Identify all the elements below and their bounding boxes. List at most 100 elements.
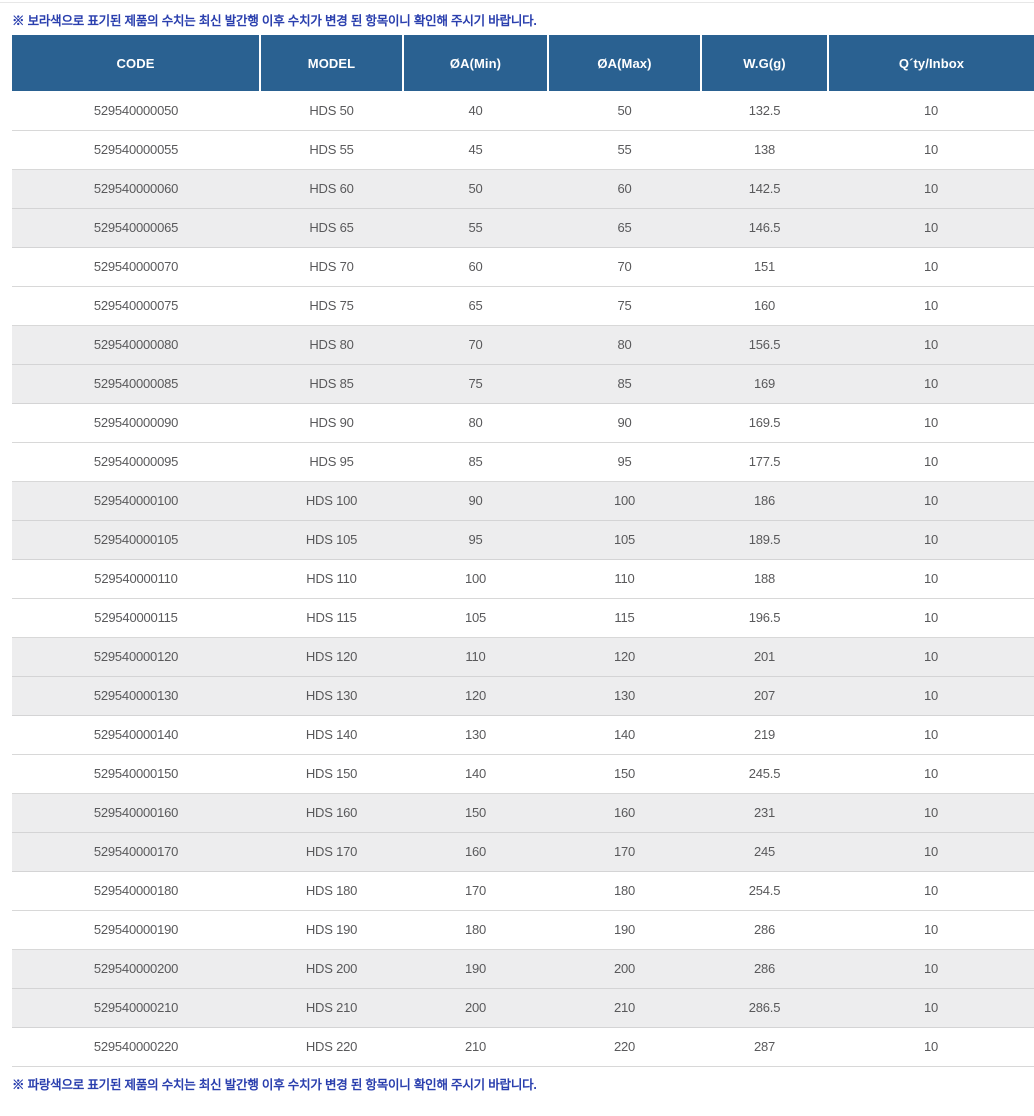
cell-qty-inbox: 10 [828,1027,1034,1067]
table-row: 529540000170 HDS 170 160 170 245 10 [12,832,1034,872]
cell-wg: 186 [701,481,828,521]
cell-oa-min: 90 [403,481,548,521]
table-row: 529540000055 HDS 55 45 55 138 10 [12,130,1034,170]
cell-oa-max: 50 [548,91,701,131]
column-header-qty-inbox: Q´ty/Inbox [827,35,1034,91]
table-row: 529540000220 HDS 220 210 220 287 10 [12,1027,1034,1067]
cell-qty-inbox: 10 [828,169,1034,209]
table-row: 529540000100 HDS 100 90 100 186 10 [12,481,1034,521]
cell-model: HDS 60 [260,169,403,209]
cell-oa-min: 40 [403,91,548,131]
cell-wg: 219 [701,715,828,755]
cell-model: HDS 120 [260,637,403,677]
cell-qty-inbox: 10 [828,442,1034,482]
cell-oa-min: 70 [403,325,548,365]
cell-code: 529540000070 [12,247,260,287]
cell-oa-min: 85 [403,442,548,482]
cell-model: HDS 160 [260,793,403,833]
cell-wg: 207 [701,676,828,716]
cell-wg: 169.5 [701,403,828,443]
cell-code: 529540000160 [12,793,260,833]
cell-wg: 201 [701,637,828,677]
cell-model: HDS 70 [260,247,403,287]
table-row: 529540000130 HDS 130 120 130 207 10 [12,676,1034,716]
cell-oa-min: 100 [403,559,548,599]
table-row: 529540000180 HDS 180 170 180 254.5 10 [12,871,1034,911]
cell-oa-min: 110 [403,637,548,677]
cell-qty-inbox: 10 [828,754,1034,794]
cell-oa-min: 140 [403,754,548,794]
cell-oa-min: 130 [403,715,548,755]
column-header-oa-min: ØA(Min) [402,35,548,91]
notice-top: ※ 보라색으로 표기된 제품의 수치는 최신 발간행 이후 수치가 변경 된 항… [12,14,537,28]
cell-wg: 146.5 [701,208,828,248]
cell-oa-min: 200 [403,988,548,1028]
cell-model: HDS 210 [260,988,403,1028]
cell-model: HDS 75 [260,286,403,326]
table-row: 529540000115 HDS 115 105 115 196.5 10 [12,598,1034,638]
cell-qty-inbox: 10 [828,247,1034,287]
cell-oa-max: 140 [548,715,701,755]
table-row: 529540000150 HDS 150 140 150 245.5 10 [12,754,1034,794]
cell-oa-max: 100 [548,481,701,521]
cell-wg: 132.5 [701,91,828,131]
cell-qty-inbox: 10 [828,559,1034,599]
cell-code: 529540000220 [12,1027,260,1067]
cell-oa-max: 110 [548,559,701,599]
cell-qty-inbox: 10 [828,988,1034,1028]
cell-code: 529540000060 [12,169,260,209]
cell-code: 529540000105 [12,520,260,560]
table-row: 529540000120 HDS 120 110 120 201 10 [12,637,1034,677]
cell-qty-inbox: 10 [828,832,1034,872]
cell-code: 529540000065 [12,208,260,248]
table-row: 529540000210 HDS 210 200 210 286.5 10 [12,988,1034,1028]
column-header-oa-max: ØA(Max) [547,35,701,91]
cell-qty-inbox: 10 [828,208,1034,248]
cell-code: 529540000180 [12,871,260,911]
cell-oa-max: 210 [548,988,701,1028]
cell-oa-max: 160 [548,793,701,833]
cell-model: HDS 100 [260,481,403,521]
cell-qty-inbox: 10 [828,325,1034,365]
cell-wg: 169 [701,364,828,404]
spec-table: CODE MODEL ØA(Min) ØA(Max) W.G(g) Q´ty/I… [12,35,1034,1067]
cell-wg: 189.5 [701,520,828,560]
table-row: 529540000060 HDS 60 50 60 142.5 10 [12,169,1034,209]
cell-model: HDS 170 [260,832,403,872]
cell-model: HDS 150 [260,754,403,794]
cell-oa-min: 170 [403,871,548,911]
table-row: 529540000065 HDS 65 55 65 146.5 10 [12,208,1034,248]
cell-model: HDS 90 [260,403,403,443]
cell-code: 529540000075 [12,286,260,326]
cell-qty-inbox: 10 [828,793,1034,833]
cell-wg: 196.5 [701,598,828,638]
cell-oa-min: 160 [403,832,548,872]
cell-oa-min: 150 [403,793,548,833]
cell-wg: 286.5 [701,988,828,1028]
column-header-code: CODE [12,35,260,91]
cell-oa-max: 190 [548,910,701,950]
cell-oa-min: 95 [403,520,548,560]
cell-oa-min: 65 [403,286,548,326]
cell-code: 529540000150 [12,754,260,794]
cell-oa-max: 80 [548,325,701,365]
cell-oa-max: 55 [548,130,701,170]
table-row: 529540000090 HDS 90 80 90 169.5 10 [12,403,1034,443]
cell-oa-min: 210 [403,1027,548,1067]
cell-model: HDS 115 [260,598,403,638]
cell-wg: 138 [701,130,828,170]
cell-qty-inbox: 10 [828,520,1034,560]
cell-oa-min: 50 [403,169,548,209]
spec-table-container: CODE MODEL ØA(Min) ØA(Max) W.G(g) Q´ty/I… [12,35,1034,1067]
table-row: 529540000085 HDS 85 75 85 169 10 [12,364,1034,404]
cell-code: 529540000140 [12,715,260,755]
table-header: CODE MODEL ØA(Min) ØA(Max) W.G(g) Q´ty/I… [12,35,1034,91]
table-body: 529540000050 HDS 50 40 50 132.5 10 52954000005… [12,91,1034,1067]
cell-code: 529540000100 [12,481,260,521]
cell-wg: 254.5 [701,871,828,911]
cell-code: 529540000170 [12,832,260,872]
cell-qty-inbox: 10 [828,949,1034,989]
cell-model: HDS 85 [260,364,403,404]
cell-wg: 160 [701,286,828,326]
cell-oa-max: 180 [548,871,701,911]
